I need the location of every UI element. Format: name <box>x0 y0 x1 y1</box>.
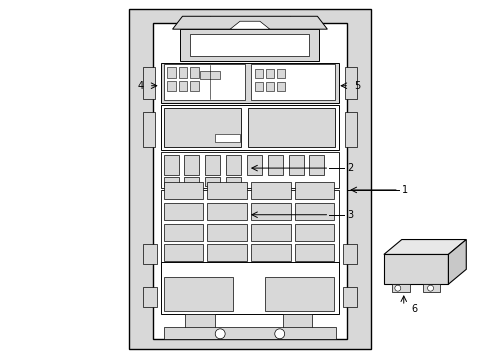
Bar <box>163 224 203 240</box>
Bar <box>282 314 312 329</box>
Bar <box>345 67 356 99</box>
Bar <box>178 67 187 78</box>
Bar <box>200 71 220 79</box>
Bar <box>246 155 262 175</box>
Bar <box>205 155 220 175</box>
Bar <box>265 69 273 78</box>
Bar <box>205 177 220 186</box>
Bar <box>294 182 334 199</box>
Bar <box>142 112 154 147</box>
Bar <box>250 64 335 100</box>
Bar <box>152 23 346 339</box>
Bar <box>250 182 290 199</box>
Bar <box>267 155 282 175</box>
Bar <box>294 244 334 261</box>
Bar <box>161 152 339 188</box>
Polygon shape <box>230 21 269 29</box>
Bar <box>254 82 263 91</box>
Text: 3: 3 <box>346 210 353 220</box>
Bar <box>142 244 156 264</box>
Text: 6: 6 <box>411 304 417 314</box>
Bar <box>163 155 178 175</box>
Bar <box>250 203 290 220</box>
Text: 4: 4 <box>138 81 143 91</box>
Bar <box>163 203 203 220</box>
Bar <box>163 277 233 311</box>
Bar <box>190 34 309 56</box>
Bar <box>422 284 440 292</box>
Bar <box>185 314 215 329</box>
Bar <box>294 203 334 220</box>
Polygon shape <box>383 239 466 255</box>
Bar <box>163 177 178 186</box>
Bar <box>276 82 284 91</box>
Bar <box>247 108 335 147</box>
Bar <box>265 82 273 91</box>
Bar <box>254 69 263 78</box>
Bar <box>190 81 199 91</box>
Bar <box>294 224 334 240</box>
Bar <box>383 255 447 284</box>
Bar <box>178 81 187 91</box>
Bar <box>180 29 319 61</box>
Bar <box>391 284 409 292</box>
Bar <box>142 67 154 99</box>
Bar <box>264 277 334 311</box>
Bar <box>225 177 241 186</box>
Bar <box>309 155 324 175</box>
Circle shape <box>394 285 400 291</box>
Bar <box>161 105 339 150</box>
Bar <box>163 244 203 261</box>
Bar <box>129 9 370 349</box>
Bar <box>161 63 339 103</box>
Circle shape <box>215 329 224 339</box>
Bar <box>184 177 199 186</box>
Bar <box>163 327 336 339</box>
Circle shape <box>274 329 284 339</box>
Bar <box>345 112 356 147</box>
Bar <box>250 224 290 240</box>
Bar <box>166 81 175 91</box>
Bar <box>343 287 356 307</box>
Bar <box>161 190 339 264</box>
Polygon shape <box>447 239 466 284</box>
Bar <box>207 182 246 199</box>
Circle shape <box>427 285 433 291</box>
Bar <box>142 287 156 307</box>
Bar <box>161 262 339 314</box>
Bar <box>276 69 284 78</box>
Bar <box>288 155 303 175</box>
Bar <box>163 64 244 100</box>
Bar <box>163 108 241 147</box>
Bar <box>250 244 290 261</box>
Bar <box>225 155 241 175</box>
Bar <box>207 224 246 240</box>
Text: 2: 2 <box>346 163 353 173</box>
Bar <box>163 182 203 199</box>
Bar <box>215 134 240 142</box>
Polygon shape <box>172 16 326 29</box>
Bar <box>207 244 246 261</box>
Text: 1: 1 <box>401 185 407 195</box>
Bar <box>184 155 199 175</box>
Bar <box>190 67 199 78</box>
Text: 5: 5 <box>353 81 360 91</box>
Bar <box>166 67 175 78</box>
Bar <box>343 244 356 264</box>
Bar <box>207 203 246 220</box>
